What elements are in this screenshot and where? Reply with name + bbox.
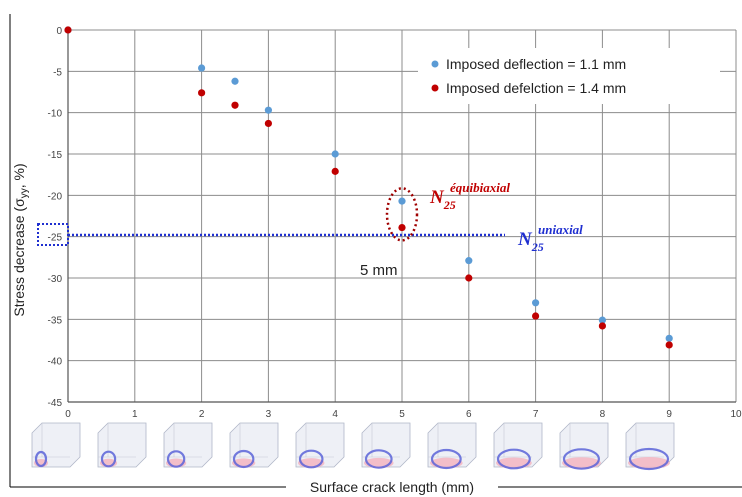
crack-thumbnail — [493, 422, 543, 470]
y-tick-label: -40 — [48, 357, 63, 368]
crack-thumbnail — [163, 422, 213, 468]
x-tick-label: 5 — [399, 409, 405, 420]
data-point-series-0 — [331, 150, 339, 158]
x-tick-label: 1 — [132, 409, 138, 420]
equibiaxial-label-subscript: 25 — [443, 198, 456, 212]
data-point-series-0 — [665, 334, 673, 342]
y-axis-title-end: , %) — [11, 163, 27, 188]
data-point-series-1 — [465, 274, 473, 282]
y-tick-label: -5 — [53, 67, 62, 78]
x-tick-label: 7 — [533, 409, 539, 420]
x-tick-label: 8 — [600, 409, 606, 420]
equibiaxial-label-superscript: équibiaxial — [450, 180, 510, 195]
data-point-series-1 — [331, 167, 339, 175]
crack-size-note: 5 mm — [360, 262, 398, 279]
data-point-series-0 — [598, 316, 607, 324]
crack-thumbnail — [31, 422, 81, 468]
uniaxial-axis-marker — [37, 223, 69, 247]
data-point-series-1 — [264, 119, 272, 128]
x-tick-label: 10 — [730, 409, 742, 420]
y-tick-label: -10 — [48, 109, 63, 120]
data-points — [64, 26, 673, 349]
data-point-series-0 — [198, 64, 206, 72]
tick-labels: 0-5-10-15-20-25-30-35-40-450 1 2 3 4 5 6 7 8 9 10 — [48, 26, 742, 420]
y-tick-label: 0 — [56, 26, 62, 37]
crack-thumbnail — [229, 422, 279, 469]
uniaxial-label-base: N — [517, 229, 533, 250]
y-tick-label: -45 — [48, 398, 63, 409]
x-tick-label: 9 — [666, 409, 672, 420]
axes — [67, 30, 736, 403]
x-tick-label: 6 — [466, 409, 472, 420]
y-tick-label: -20 — [48, 191, 63, 202]
y-axis-title: Stress decrease (σyy, %) — [11, 163, 30, 316]
legend-box — [418, 48, 720, 104]
data-point-series-1 — [198, 89, 206, 97]
data-point-series-1 — [231, 101, 239, 109]
equibiaxial-highlight-ellipse — [385, 187, 419, 242]
data-point-series-1 — [598, 322, 607, 330]
legend-marker-deflection-1-4 — [431, 84, 439, 92]
y-tick-label: -25 — [48, 233, 63, 244]
x-tick-label: 2 — [199, 409, 205, 420]
x-axis-title: Surface crack length (mm) — [310, 479, 474, 495]
legend: Imposed deflection = 1.1 mm Imposed defe… — [418, 48, 720, 104]
crack-thumbnail — [427, 422, 477, 470]
equibiaxial-label: N25 équibiaxial — [429, 180, 510, 212]
x-tick-label: 4 — [332, 409, 338, 420]
data-point-series-1 — [532, 312, 540, 320]
y-tick-label: -30 — [48, 274, 63, 285]
crack-thumbnails — [31, 422, 675, 471]
uniaxial-label-superscript: uniaxial — [538, 222, 583, 237]
data-point-series-0 — [465, 257, 473, 265]
data-point-series-0 — [532, 299, 540, 307]
y-axis-title-sub: yy — [19, 188, 30, 198]
crack-thumbnail — [295, 422, 345, 469]
crack-thumbnail — [559, 422, 609, 470]
x-tick-label: 0 — [65, 409, 71, 420]
legend-marker-deflection-1-1 — [431, 60, 439, 68]
data-point-series-1 — [665, 341, 673, 349]
data-point-series-0 — [231, 77, 239, 85]
data-point-series-1 — [64, 26, 72, 34]
legend-label-deflection-1-1: Imposed deflection = 1.1 mm — [446, 56, 626, 72]
crack-thumbnail — [97, 422, 147, 468]
x-tick-label: 3 — [266, 409, 272, 420]
y-axis-title-main: Stress decrease (σ — [11, 198, 27, 317]
equibiaxial-label-base: N — [429, 187, 445, 208]
crack-thumbnail — [625, 422, 675, 471]
y-tick-label: -15 — [48, 150, 63, 161]
data-point-series-0 — [264, 106, 272, 114]
uniaxial-label-subscript: 25 — [531, 240, 544, 254]
y-tick-label: -35 — [48, 315, 63, 326]
legend-label-deflection-1-4: Imposed defelction = 1.4 mm — [446, 80, 626, 96]
uniaxial-label: N25 uniaxial — [517, 222, 583, 254]
data-point-series-0 — [398, 197, 406, 205]
data-point-series-1 — [398, 223, 406, 232]
crack-thumbnail — [361, 422, 411, 469]
